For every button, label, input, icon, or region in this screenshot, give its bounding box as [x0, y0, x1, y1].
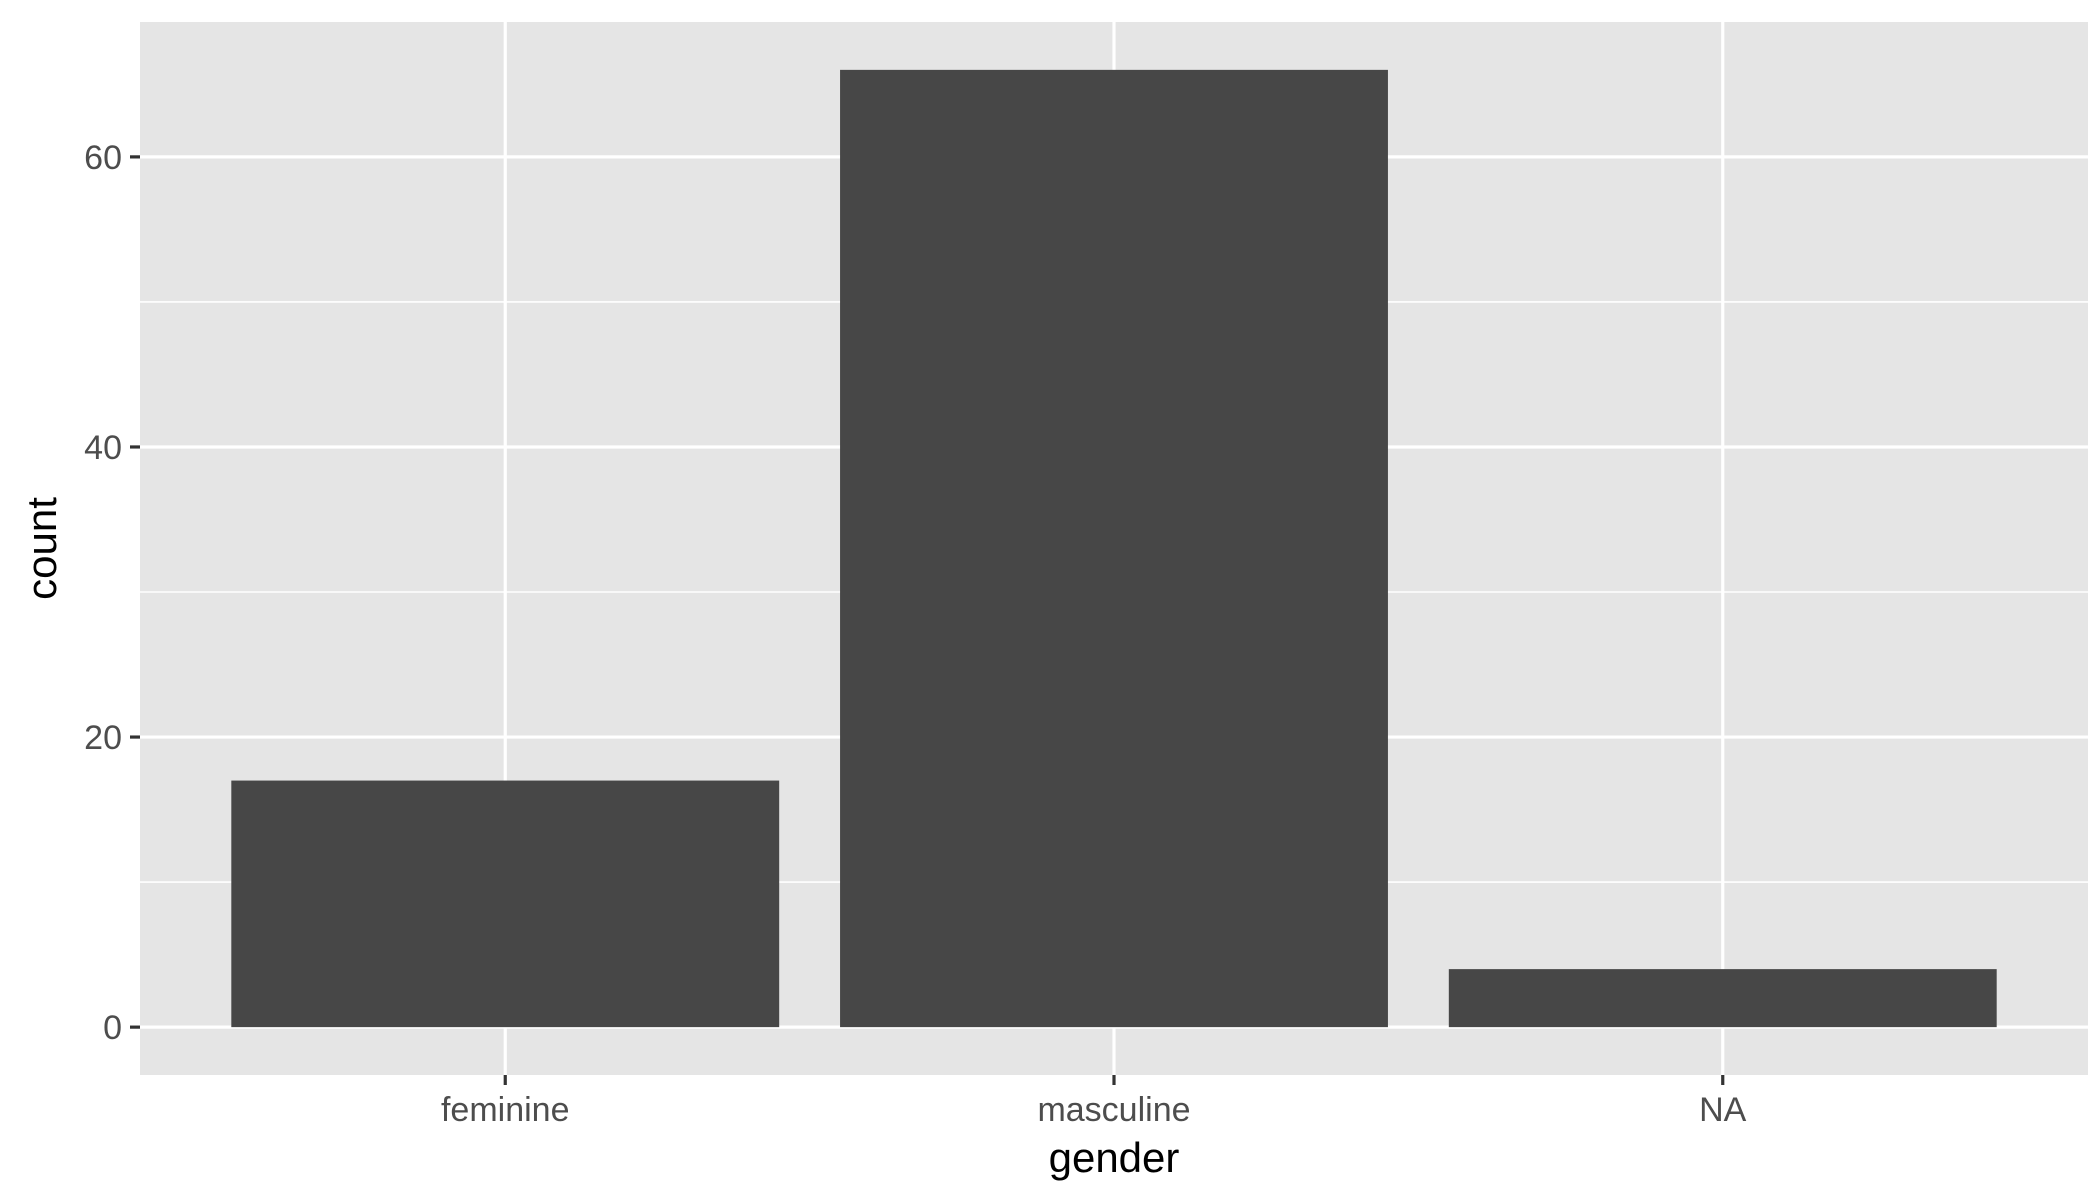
bar-feminine [231, 780, 780, 1028]
y-tick-label: 40 [84, 429, 122, 467]
y-tick-label: 20 [84, 719, 122, 757]
y-axis-title: count [18, 497, 65, 600]
bars [231, 69, 1997, 1028]
bar-na [1448, 969, 1997, 1028]
x-axis-title: gender [1049, 1134, 1180, 1181]
y-tick-label: 0 [103, 1009, 122, 1047]
y-tick-label: 60 [84, 139, 122, 177]
x-tick-label: feminine [441, 1091, 570, 1129]
x-tick-label: masculine [1037, 1091, 1190, 1129]
axes: 0 20 40 60 feminine masculine NA [84, 139, 1747, 1129]
x-tick-label: NA [1699, 1091, 1747, 1129]
bar-masculine [840, 69, 1388, 1028]
